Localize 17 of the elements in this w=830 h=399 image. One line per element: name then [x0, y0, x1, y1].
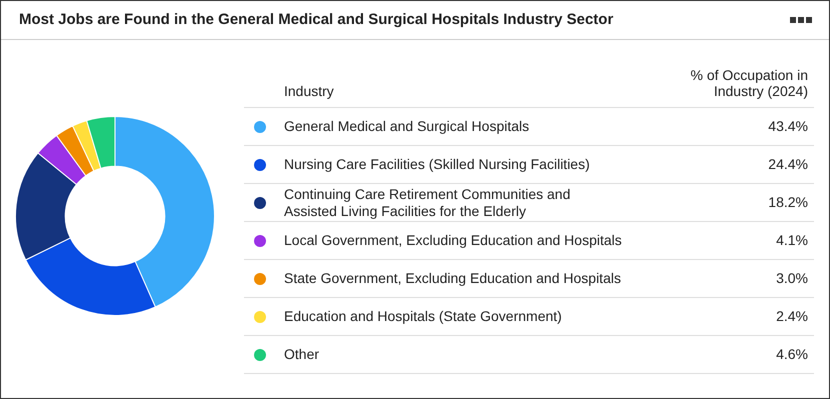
- chart-title: Most Jobs are Found in the General Medical and Surgical Hospitals Industry Sector: [19, 11, 614, 28]
- legend-label: Education and Hospitals (State Government): [284, 308, 563, 325]
- legend-label: Local Government, Excluding Education and Hospitals: [284, 232, 623, 249]
- legend-label: Continuing Care Retirement Communities and Assisted Living Facilities for the Elderly: [284, 186, 572, 220]
- legend-title: Industry: [284, 63, 678, 108]
- legend-label: Other: [284, 346, 320, 363]
- legend-label: State Government, Excluding Education and Hospitals: [284, 270, 622, 287]
- data-label: 43.4%: [678, 108, 814, 146]
- data-label: 24.4%: [678, 146, 814, 184]
- data-label: 4.1%: [678, 222, 814, 260]
- legend-label: Nursing Care Facilities (Skilled Nursing Facilities): [284, 156, 591, 173]
- data-label: 2.4%: [678, 298, 814, 336]
- data-label: 18.2%: [678, 184, 814, 222]
- data-label: 3.0%: [678, 260, 814, 298]
- legend-label: General Medical and Surgical Hospitals: [284, 118, 530, 135]
- text: % of Occupation in Industry (2024): [678, 63, 814, 108]
- data-label: 4.6%: [678, 336, 814, 374]
